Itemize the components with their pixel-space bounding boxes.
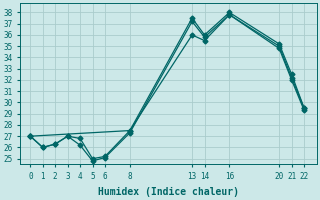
X-axis label: Humidex (Indice chaleur): Humidex (Indice chaleur) — [98, 186, 239, 197]
